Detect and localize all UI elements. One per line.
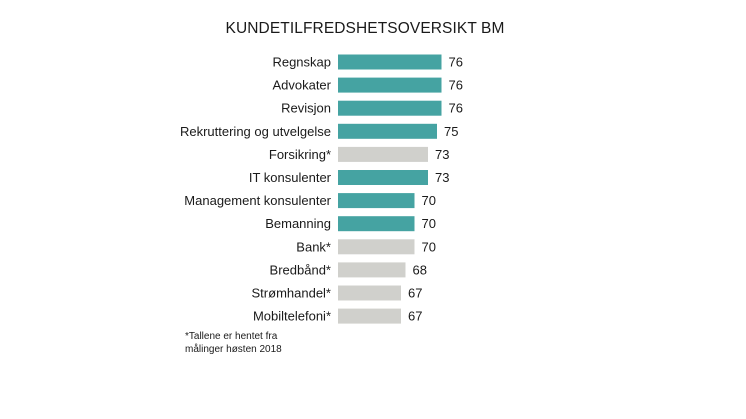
value-label: 70 (422, 239, 436, 254)
category-label: Mobiltelefoni* (253, 309, 331, 324)
category-label: IT konsulenter (249, 170, 332, 185)
bar (338, 262, 406, 278)
value-label: 67 (408, 309, 422, 324)
category-label: Advokater (272, 78, 331, 93)
chart-title: KUNDETILFREDSHETSOVERSIKT BM (225, 20, 505, 37)
footnote: *Tallene er hentet fra målinger høsten 2… (185, 331, 282, 355)
category-label: Management konsulenter (184, 193, 331, 208)
category-label: Bank* (296, 239, 331, 254)
bar (338, 170, 428, 185)
value-label: 67 (408, 286, 422, 301)
category-label: Regnskap (272, 55, 331, 70)
bar (338, 285, 401, 301)
value-label: 68 (413, 262, 427, 277)
value-label: 76 (449, 101, 463, 116)
category-label: Strømhandel* (252, 286, 331, 301)
category-label: Revisjon (281, 101, 331, 116)
value-label: 76 (449, 55, 463, 70)
bar (338, 100, 442, 116)
bar (338, 216, 415, 232)
bar (338, 193, 415, 209)
value-label: 76 (449, 78, 463, 93)
bar (338, 77, 442, 93)
bar (338, 239, 415, 255)
bar (338, 123, 437, 139)
bar (338, 308, 401, 324)
value-label: 75 (444, 124, 458, 139)
bar (338, 146, 428, 162)
value-label: 70 (422, 216, 436, 231)
category-label: Bemanning (265, 216, 331, 231)
bar (338, 54, 442, 70)
category-label: Rekruttering og utvelgelse (180, 124, 331, 139)
value-label: 70 (422, 193, 436, 208)
value-label: 73 (435, 170, 449, 185)
value-label: 73 (435, 147, 449, 162)
category-label: Forsikring* (269, 147, 331, 162)
category-label: Bredbånd* (270, 262, 331, 277)
